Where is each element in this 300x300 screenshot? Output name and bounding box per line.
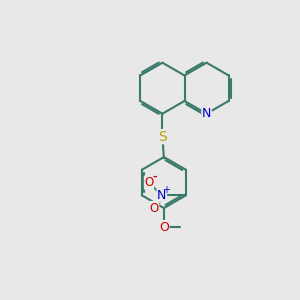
Text: N: N xyxy=(202,107,211,120)
Text: O: O xyxy=(159,221,169,234)
Text: N: N xyxy=(157,189,167,202)
Text: O: O xyxy=(159,221,169,234)
Text: S: S xyxy=(158,130,167,144)
Text: O: O xyxy=(144,176,154,189)
Text: +: + xyxy=(162,185,170,195)
Text: -: - xyxy=(152,172,157,182)
Text: O: O xyxy=(149,202,159,214)
